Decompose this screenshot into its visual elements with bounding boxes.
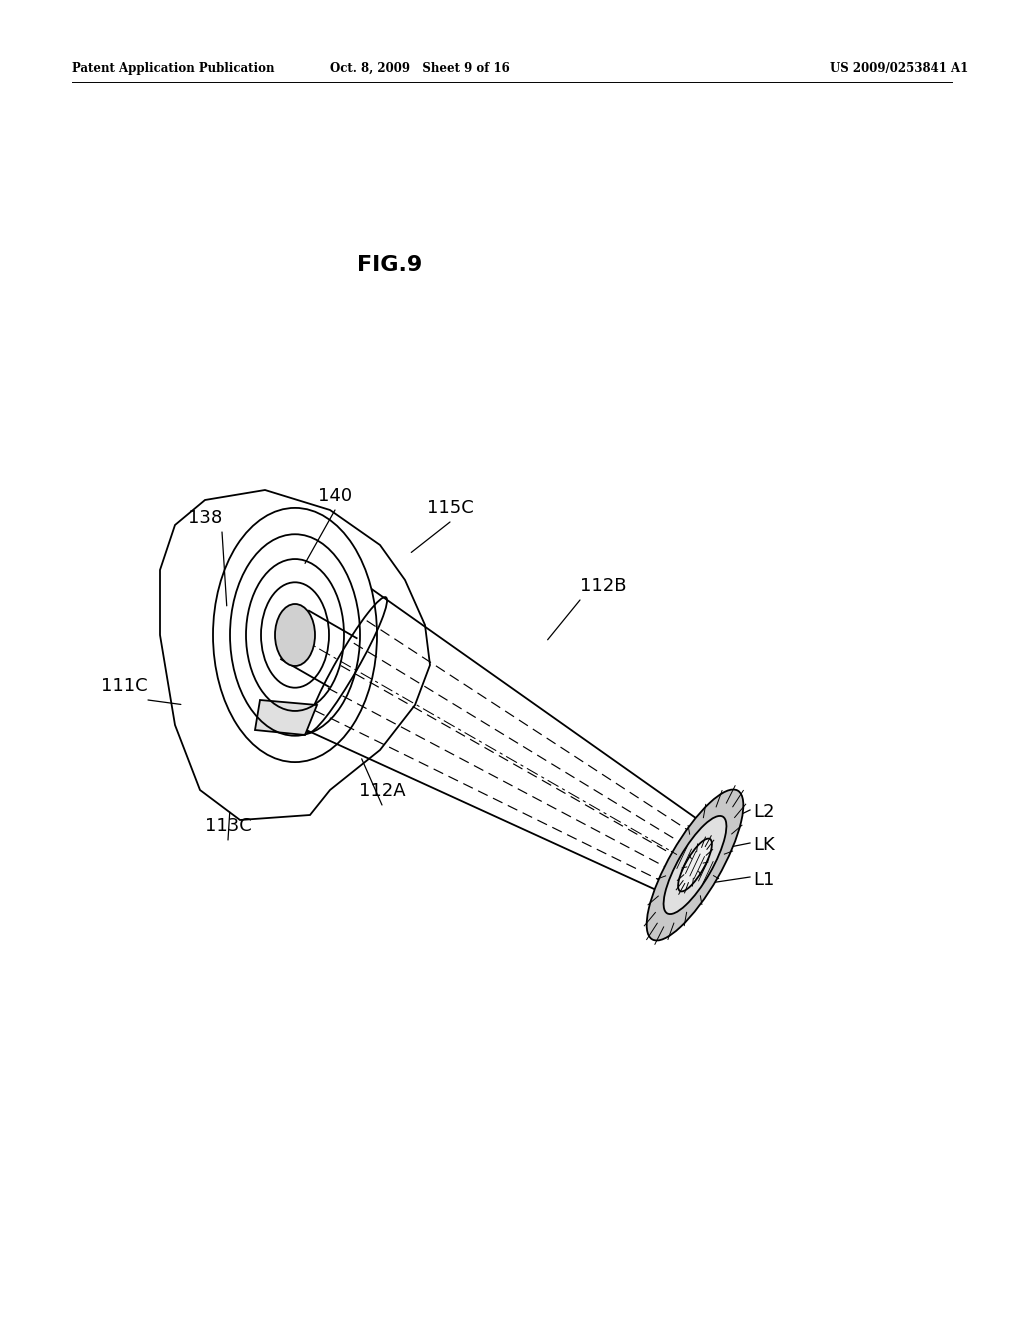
Text: LK: LK (753, 836, 775, 854)
Ellipse shape (664, 816, 726, 913)
Text: 112B: 112B (580, 577, 627, 595)
Text: FIG.9: FIG.9 (357, 255, 423, 275)
Text: 115C: 115C (427, 499, 473, 517)
Text: 113C: 113C (205, 817, 251, 836)
Text: L1: L1 (753, 871, 774, 888)
Ellipse shape (646, 789, 743, 941)
Text: 140: 140 (317, 487, 352, 506)
Text: L2: L2 (753, 803, 774, 821)
Text: 111C: 111C (101, 677, 148, 696)
Text: Oct. 8, 2009   Sheet 9 of 16: Oct. 8, 2009 Sheet 9 of 16 (330, 62, 510, 75)
Text: 112A: 112A (358, 781, 406, 800)
Ellipse shape (275, 605, 315, 667)
Polygon shape (255, 700, 317, 735)
Text: US 2009/0253841 A1: US 2009/0253841 A1 (830, 62, 969, 75)
Ellipse shape (678, 838, 712, 891)
Text: 138: 138 (187, 510, 222, 527)
Text: Patent Application Publication: Patent Application Publication (72, 62, 274, 75)
